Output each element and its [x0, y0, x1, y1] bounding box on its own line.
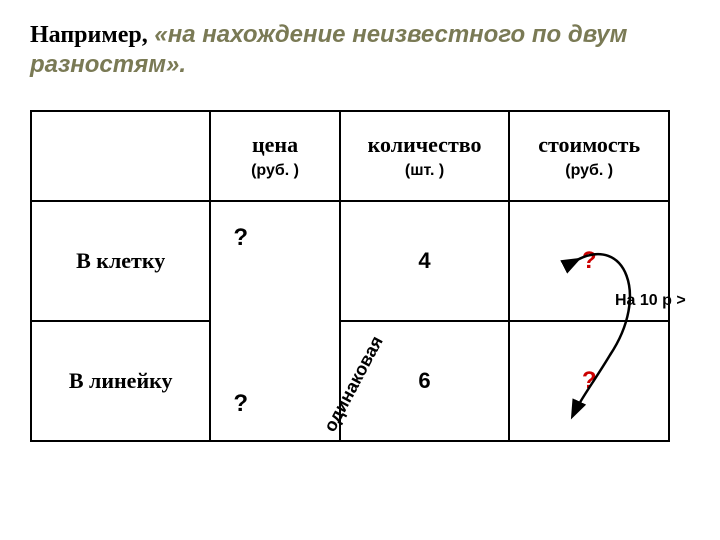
row1-qty: 4	[340, 201, 510, 321]
row2-qty: 6	[340, 321, 510, 441]
row1-price-q: ?	[233, 224, 248, 252]
title-prefix: Например,	[30, 22, 148, 48]
header-price-sub: (руб. )	[211, 162, 338, 180]
row1-label: В клетку	[31, 201, 210, 321]
row1-cost-q: ?	[582, 247, 597, 274]
header-cost-sub: (руб. )	[510, 162, 668, 180]
header-price: цена (руб. )	[210, 111, 339, 201]
table-header-row: цена (руб. ) количество (шт. ) стоимость…	[31, 111, 669, 201]
row2-cost-q: ?	[582, 367, 597, 394]
row1-qty-val: 4	[418, 248, 430, 273]
header-empty	[31, 111, 210, 201]
row2-label: В линейку	[31, 321, 210, 441]
row2-cost: ?	[509, 321, 669, 441]
header-price-main: цена	[211, 132, 338, 158]
header-cost: стоимость (руб. )	[509, 111, 669, 201]
problem-table: цена (руб. ) количество (шт. ) стоимость…	[30, 110, 670, 442]
row2-qty-val: 6	[418, 368, 430, 393]
header-qty-main: количество	[341, 132, 509, 158]
row2-price-q: ?	[233, 390, 248, 418]
price-merged-cell: ? ? одинаковая	[210, 201, 339, 441]
header-qty: количество (шт. )	[340, 111, 510, 201]
header-qty-sub: (шт. )	[341, 162, 509, 180]
table-row: В линейку 6 ?	[31, 321, 669, 441]
header-cost-main: стоимость	[510, 132, 668, 158]
table-row: В клетку ? ? одинаковая 4 ?	[31, 201, 669, 321]
difference-note: На 10 р >	[615, 292, 686, 310]
